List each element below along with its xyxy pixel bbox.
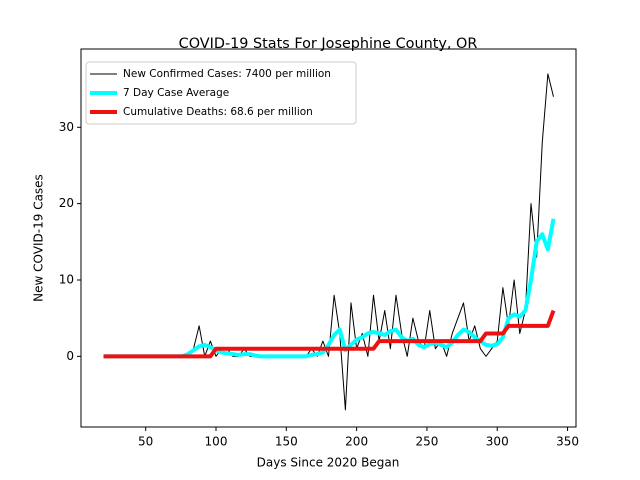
legend-label: New Confirmed Cases: 7400 per million <box>123 68 331 80</box>
x-tick-label: 50 <box>138 435 153 449</box>
plot-area <box>103 73 556 411</box>
axes-frame <box>80 48 577 428</box>
legend: New Confirmed Cases: 7400 per million 7 D… <box>85 61 357 125</box>
x-tick-label: 350 <box>556 435 579 449</box>
x-tick-label: 300 <box>486 435 509 449</box>
x-tick-label: 250 <box>415 435 438 449</box>
legend-box <box>85 61 357 125</box>
y-axis-label: New COVID-19 Cases <box>32 174 46 302</box>
x-axis-label: Days Since 2020 Began <box>257 456 400 470</box>
legend-label: 7 Day Case Average <box>123 87 229 99</box>
x-tick-label: 200 <box>345 435 368 449</box>
y-tick-label: 20 <box>59 196 74 210</box>
y-tick-label: 10 <box>59 273 74 287</box>
legend-label: Cumulative Deaths: 68.6 per million <box>123 106 313 118</box>
y-tick-label: 0 <box>66 349 74 363</box>
x-tick-label: 150 <box>275 435 298 449</box>
y-tick-label: 30 <box>59 120 74 134</box>
chart-title: COVID-19 Stats For Josephine County, OR <box>179 36 478 52</box>
x-tick-label: 100 <box>205 435 228 449</box>
series-line <box>103 309 556 359</box>
